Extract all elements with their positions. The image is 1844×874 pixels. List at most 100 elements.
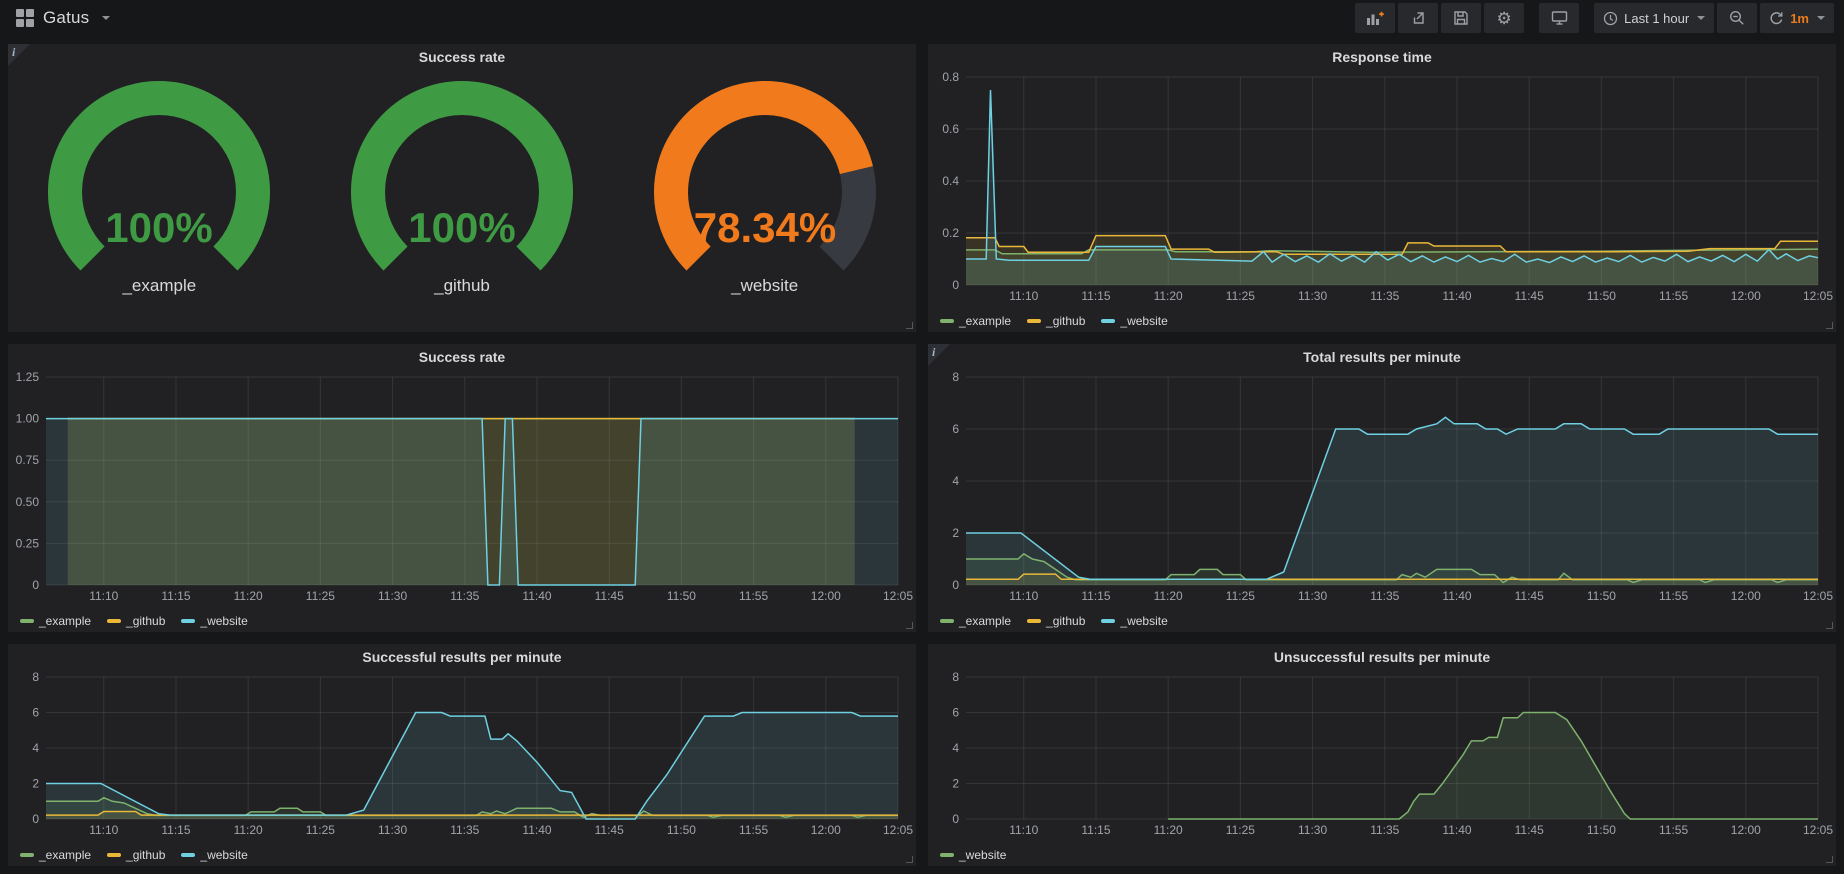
refresh-icon <box>1769 11 1784 26</box>
y-axis-tick-label: 0.25 <box>16 536 40 550</box>
legend-item-_example[interactable]: _example <box>20 614 91 628</box>
chevron-down-icon[interactable] <box>102 16 110 20</box>
add-panel-button[interactable] <box>1355 3 1395 33</box>
x-axis-tick-label: 11:25 <box>1226 289 1255 303</box>
clock-icon <box>1603 11 1618 26</box>
gauge-_website: 78.34%_website <box>613 72 916 296</box>
panel-resize-handle[interactable] <box>1826 622 1833 629</box>
series-line-_website <box>966 90 1818 263</box>
legend-label: _website <box>200 614 247 628</box>
panel-total-results: i Total results per minute 0246811:1011:… <box>928 344 1836 632</box>
legend-item-_website[interactable]: _website <box>181 614 247 628</box>
y-axis-tick-label: 1.00 <box>16 412 40 426</box>
x-axis-tick-label: 11:45 <box>595 589 624 603</box>
legend-item-_github[interactable]: _github <box>1027 614 1085 628</box>
panel-resize-handle[interactable] <box>906 322 913 329</box>
x-axis-tick-label: 11:55 <box>739 589 768 603</box>
panel-title[interactable]: Response time <box>928 44 1836 70</box>
series-fill-_website <box>46 713 898 820</box>
x-axis-tick-label: 12:05 <box>883 823 913 837</box>
x-axis-tick-label: 11:10 <box>1009 289 1038 303</box>
panel-resize-handle[interactable] <box>1826 322 1833 329</box>
panel-title[interactable]: Total results per minute <box>928 344 1836 370</box>
legend-item-_example[interactable]: _example <box>940 314 1011 328</box>
success_rate_chart-chart[interactable]: 00.250.500.751.001.2511:1011:1511:2011:2… <box>8 370 916 605</box>
y-axis-tick-label: 0 <box>952 812 959 826</box>
x-axis-tick-label: 11:20 <box>234 823 263 837</box>
x-axis-tick-label: 12:05 <box>883 589 913 603</box>
chevron-down-icon <box>1817 16 1825 20</box>
save-dashboard-button[interactable] <box>1441 3 1481 33</box>
legend-label: _example <box>959 314 1011 328</box>
x-axis-tick-label: 11:35 <box>1370 589 1399 603</box>
zoom-out-button[interactable] <box>1717 3 1757 33</box>
x-axis-tick-label: 11:10 <box>1009 823 1038 837</box>
gauge-_example: 100%_example <box>8 72 311 296</box>
legend-item-_example[interactable]: _example <box>20 848 91 862</box>
panel-title[interactable]: Success rate <box>8 44 916 70</box>
total_results-chart[interactable]: 0246811:1011:1511:2011:2511:3011:3511:40… <box>928 370 1836 605</box>
x-axis-tick-label: 11:30 <box>1298 823 1327 837</box>
panel-title[interactable]: Success rate <box>8 344 916 370</box>
legend-swatch-_example <box>940 319 954 323</box>
refresh-picker[interactable]: 1m <box>1760 3 1834 33</box>
gauge-_github: 100%_github <box>311 72 614 296</box>
chart-legend: _website <box>928 844 1836 871</box>
gauge-arc-_github: 100% <box>317 72 607 280</box>
refresh-interval-label: 1m <box>1790 11 1809 26</box>
response_time-chart[interactable]: 00.20.40.60.811:1011:1511:2011:2511:3011… <box>928 70 1836 305</box>
legend-swatch-_github <box>1027 319 1041 323</box>
y-axis-tick-label: 0 <box>952 278 959 292</box>
x-axis-tick-label: 11:40 <box>1442 589 1471 603</box>
y-axis-tick-label: 0.4 <box>942 174 959 188</box>
y-axis-tick-label: 4 <box>952 474 959 488</box>
legend-swatch-_website <box>181 853 195 857</box>
x-axis-tick-label: 11:45 <box>1515 289 1544 303</box>
legend-swatch-_website <box>940 853 954 857</box>
dashboard-settings-button[interactable]: ⚙ <box>1484 3 1524 33</box>
legend-item-_github[interactable]: _github <box>107 848 165 862</box>
panel-title[interactable]: Successful results per minute <box>8 644 916 670</box>
panel-resize-handle[interactable] <box>906 622 913 629</box>
panel-resize-handle[interactable] <box>1826 856 1833 863</box>
legend-swatch-_example <box>20 853 34 857</box>
legend-item-_github[interactable]: _github <box>107 614 165 628</box>
x-axis-tick-label: 11:15 <box>161 589 190 603</box>
panel-title[interactable]: Unsuccessful results per minute <box>928 644 1836 670</box>
panel-response-time: Response time 00.20.40.60.811:1011:1511:… <box>928 44 1836 332</box>
panel-success-rate-chart: Success rate 00.250.500.751.001.2511:101… <box>8 344 916 632</box>
time-range-picker[interactable]: Last 1 hour <box>1594 3 1714 33</box>
x-axis-tick-label: 11:30 <box>1298 589 1327 603</box>
zoom-out-icon <box>1729 10 1745 26</box>
panel-info-icon[interactable]: i <box>8 44 30 66</box>
x-axis-tick-label: 11:10 <box>1009 589 1038 603</box>
gear-icon: ⚙ <box>1497 10 1512 27</box>
y-axis-tick-label: 4 <box>32 741 39 755</box>
x-axis-tick-label: 11:50 <box>1587 589 1616 603</box>
x-axis-tick-label: 11:10 <box>89 823 118 837</box>
y-axis-tick-label: 4 <box>952 741 959 755</box>
legend-item-_website[interactable]: _website <box>1101 614 1167 628</box>
legend-item-_example[interactable]: _example <box>940 614 1011 628</box>
x-axis-tick-label: 11:45 <box>595 823 624 837</box>
legend-item-_website[interactable]: _website <box>1101 314 1167 328</box>
grafana-dashboards-icon[interactable] <box>16 9 34 27</box>
legend-item-_website[interactable]: _website <box>940 848 1006 862</box>
series-fill-_website <box>966 417 1818 585</box>
cycle-view-mode-button[interactable] <box>1539 3 1579 33</box>
unsuccessful_results-chart[interactable]: 0246811:1011:1511:2011:2511:3011:3511:40… <box>928 670 1836 839</box>
legend-item-_github[interactable]: _github <box>1027 314 1085 328</box>
legend-item-_website[interactable]: _website <box>181 848 247 862</box>
x-axis-tick-label: 11:35 <box>450 823 479 837</box>
successful_results-chart[interactable]: 0246811:1011:1511:2011:2511:3011:3511:40… <box>8 670 916 839</box>
x-axis-tick-label: 11:50 <box>1587 823 1616 837</box>
chart-legend: _example _github _website <box>8 610 916 637</box>
x-axis-tick-label: 11:25 <box>306 823 335 837</box>
dashboard-title[interactable]: Gatus <box>43 8 89 28</box>
panel-resize-handle[interactable] <box>906 856 913 863</box>
panel-info-icon[interactable]: i <box>928 344 950 366</box>
x-axis-tick-label: 11:15 <box>1081 289 1110 303</box>
share-dashboard-button[interactable] <box>1398 3 1438 33</box>
y-axis-tick-label: 6 <box>952 422 959 436</box>
y-axis-tick-label: 0.2 <box>942 226 959 240</box>
